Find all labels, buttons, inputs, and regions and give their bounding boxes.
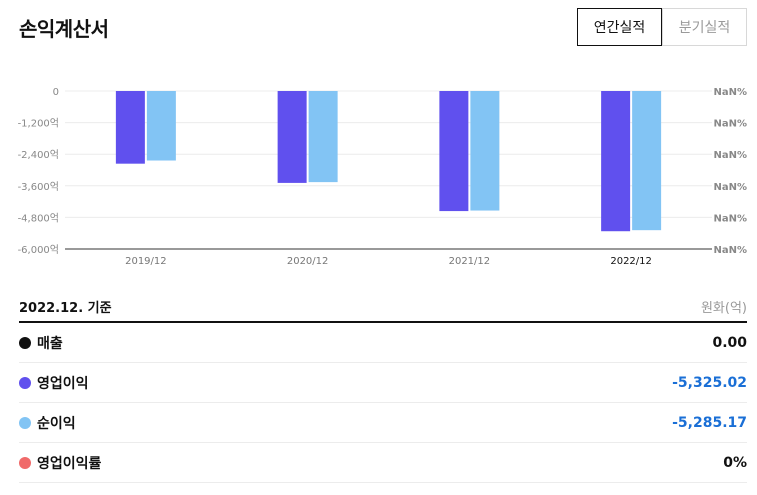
- operating-margin-legend-dot: [19, 456, 31, 469]
- row-label: 순이익: [37, 415, 76, 432]
- y2-axis-ticks: NaN% NaN% NaN% NaN% NaN% NaN%: [713, 87, 747, 256]
- row-label: 영업이익률: [37, 455, 102, 472]
- y2-tick-label: NaN%: [713, 119, 747, 130]
- y-axis-ticks: 0 -1,200억 -2,400억 -3,600억 -4,800억 -6,000억: [18, 87, 59, 256]
- summary-table: 매출 0.00 영업이익 -5,325.02 순이익 -5,285.17 영업이…: [19, 321, 747, 483]
- x-axis-ticks: 2019/12 2020/12 2021/12 2022/12: [125, 256, 652, 267]
- x-tick-label: 2019/12: [125, 256, 167, 267]
- x-tick-label: 2022/12: [610, 256, 652, 267]
- row-value: -5,285.17: [672, 414, 747, 431]
- row-operating-income: 영업이익 -5,325.02: [19, 363, 747, 403]
- bar-operating-income: [115, 91, 145, 164]
- row-value: 0.00: [712, 334, 747, 351]
- y-tick-label: -2,400억: [18, 149, 59, 161]
- operating-income-legend-dot: [19, 376, 31, 389]
- y-tick-label: 0: [53, 87, 59, 98]
- bar-net-income: [146, 91, 176, 161]
- row-label: 영업이익: [37, 375, 89, 392]
- basis-date: 2022.12. 기준: [19, 301, 112, 316]
- row-revenue: 매출 0.00: [19, 323, 747, 363]
- row-label: 매출: [37, 335, 63, 352]
- tab-annual[interactable]: 연간실적: [577, 8, 662, 46]
- y-tick-label: -3,600억: [18, 181, 59, 193]
- y2-tick-label: NaN%: [713, 213, 747, 224]
- bar-operating-income: [277, 91, 307, 183]
- income-bar-chart: 0 -1,200억 -2,400억 -3,600억 -4,800억 -6,000억 NaN…: [18, 87, 747, 267]
- currency-unit: 원화(억): [700, 301, 747, 316]
- net-income-legend-dot: [19, 416, 31, 429]
- tab-quarterly[interactable]: 분기실적: [662, 8, 747, 46]
- x-tick-label: 2021/12: [449, 256, 491, 267]
- x-tick-label: 2020/12: [287, 256, 329, 267]
- bar-operating-income: [601, 91, 631, 232]
- page-title: 손익계산서: [19, 17, 109, 41]
- bar-net-income: [308, 91, 338, 183]
- y-tick-label: -4,800억: [18, 212, 59, 224]
- bar-net-income: [632, 91, 662, 231]
- y2-tick-label: NaN%: [713, 182, 747, 193]
- row-operating-margin: 영업이익률 0%: [19, 443, 747, 483]
- y2-tick-label: NaN%: [713, 150, 747, 161]
- row-value: 0%: [723, 454, 747, 471]
- y-tick-label: -1,200억: [18, 118, 59, 130]
- revenue-legend-dot: [19, 336, 31, 349]
- row-net-income: 순이익 -5,285.17: [19, 403, 747, 443]
- y2-tick-label: NaN%: [713, 87, 747, 98]
- y-tick-label: -6,000억: [18, 244, 59, 256]
- bar-operating-income: [439, 91, 469, 212]
- row-value: -5,325.02: [672, 374, 747, 391]
- bar-net-income: [470, 91, 500, 211]
- bar-group: [115, 91, 662, 232]
- y2-tick-label: NaN%: [713, 245, 747, 256]
- period-tabs: 연간실적 분기실적: [577, 8, 747, 46]
